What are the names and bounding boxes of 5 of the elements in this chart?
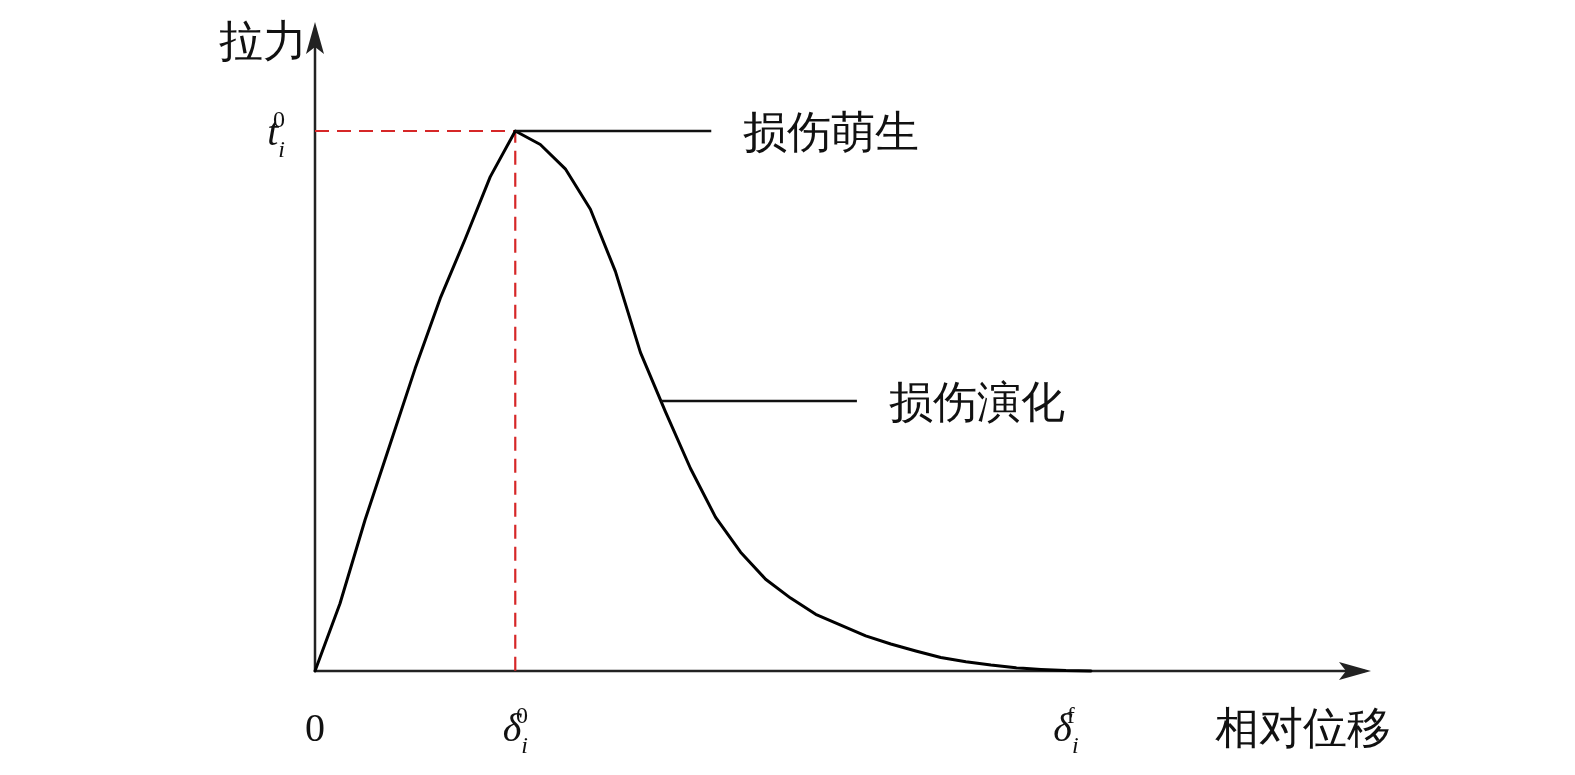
y-axis-title: 拉力 [219,17,307,66]
x-axis-title: 相对位移 [1215,704,1391,753]
annotation: 损伤萌生 [743,108,920,157]
x-tick-label: 0 [305,705,325,750]
annotation: 损伤演化 [888,378,1065,427]
